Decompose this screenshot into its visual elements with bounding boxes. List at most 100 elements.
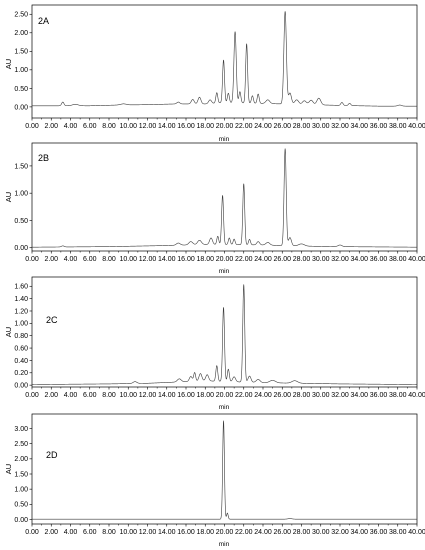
y-tick-label: 1.00 xyxy=(14,487,28,494)
x-tick-label: 38.00 xyxy=(389,256,407,263)
y-tick-label: 0.40 xyxy=(14,358,28,365)
y-tick-label: 0.00 xyxy=(14,517,28,524)
x-tick-label: 4.00 xyxy=(64,529,78,536)
x-tick-label: 30.00 xyxy=(312,123,330,130)
x-tick-label: 38.00 xyxy=(389,392,407,399)
x-tick-label: 16.00 xyxy=(177,256,195,263)
y-axis-title: AU xyxy=(4,464,13,474)
y-tick-label: 2.50 xyxy=(14,12,28,19)
x-tick-label: 24.00 xyxy=(254,123,272,130)
x-tick-label: 14.00 xyxy=(158,529,176,536)
x-tick-label: 0.00 xyxy=(25,392,39,399)
y-tick-label: 1.00 xyxy=(14,191,28,198)
y-axis-title: AU xyxy=(4,59,13,69)
x-tick-label: 20.00 xyxy=(216,392,234,399)
y-tick-label: 0.60 xyxy=(14,345,28,352)
x-tick-label: 22.00 xyxy=(235,392,253,399)
panel-label: 2A xyxy=(38,16,49,26)
y-axis-ticks: 0.00 0.50 1.00 1.50 xyxy=(14,163,32,252)
y-tick-label: 1.50 xyxy=(14,163,28,170)
x-tick-label: 0.00 xyxy=(25,256,39,263)
x-tick-label: 2.00 xyxy=(44,392,58,399)
y-tick-label: 1.50 xyxy=(14,49,28,56)
x-tick-label: 12.00 xyxy=(139,256,157,263)
y-tick-label: 1.00 xyxy=(14,321,28,328)
x-tick-label: 6.00 xyxy=(83,256,97,263)
y-tick-label: 0.20 xyxy=(14,370,28,377)
y-tick-label: 1.60 xyxy=(14,284,28,291)
x-axis-ticks: 0.00 2.00 4.00 6.00 8.00 10.00 12.00 14.00 16.00… xyxy=(25,251,425,263)
panel-2b: 2B AU min 0.00 0.50 1.00 1.50 0.00 2.00 4.00 6… xyxy=(4,142,425,275)
x-tick-label: 8.00 xyxy=(102,392,116,399)
x-tick-label: 20.00 xyxy=(216,256,234,263)
x-tick-label: 34.00 xyxy=(350,256,368,263)
y-tick-label: 1.40 xyxy=(14,296,28,303)
x-tick-label: 24.00 xyxy=(254,529,272,536)
chromatogram-trace xyxy=(32,148,417,248)
x-tick-label: 30.00 xyxy=(312,256,330,263)
x-tick-label: 6.00 xyxy=(83,392,97,399)
y-tick-label: 0.50 xyxy=(14,502,28,509)
x-tick-label: 4.00 xyxy=(64,256,78,263)
y-tick-label: 0.50 xyxy=(14,218,28,225)
x-tick-label: 12.00 xyxy=(139,529,157,536)
x-tick-label: 10.00 xyxy=(119,123,137,130)
x-tick-label: 24.00 xyxy=(254,256,272,263)
x-tick-label: 16.00 xyxy=(177,529,195,536)
x-tick-label: 40.00 xyxy=(408,123,425,130)
x-tick-label: 26.00 xyxy=(273,392,291,399)
x-tick-label: 30.00 xyxy=(312,529,330,536)
x-axis-title: min xyxy=(219,136,230,143)
panel-2a: 2A AU min 0.00 0.50 1.00 1.50 2.00 2.50 0.00 2… xyxy=(4,4,425,143)
y-axis-ticks: 0.00 0.50 1.00 1.50 2.00 2.50 xyxy=(14,12,32,111)
x-tick-label: 34.00 xyxy=(350,392,368,399)
x-tick-label: 14.00 xyxy=(158,256,176,263)
x-tick-label: 22.00 xyxy=(235,256,253,263)
x-tick-label: 18.00 xyxy=(196,529,214,536)
x-tick-label: 8.00 xyxy=(102,529,116,536)
x-tick-label: 8.00 xyxy=(102,123,116,130)
x-tick-label: 14.00 xyxy=(158,392,176,399)
y-tick-label: 2.50 xyxy=(14,441,28,448)
x-tick-label: 32.00 xyxy=(331,256,349,263)
x-tick-label: 36.00 xyxy=(370,392,388,399)
x-tick-label: 28.00 xyxy=(293,529,311,536)
x-tick-label: 34.00 xyxy=(350,529,368,536)
x-tick-label: 30.00 xyxy=(312,392,330,399)
x-tick-label: 28.00 xyxy=(293,256,311,263)
x-tick-label: 38.00 xyxy=(389,123,407,130)
x-tick-label: 20.00 xyxy=(216,529,234,536)
x-axis-ticks: 0.00 2.00 4.00 6.00 8.00 10.00 12.00 14.00 16.00… xyxy=(25,524,425,536)
x-tick-label: 14.00 xyxy=(158,123,176,130)
x-tick-label: 6.00 xyxy=(83,123,97,130)
x-tick-label: 0.00 xyxy=(25,529,39,536)
x-tick-label: 10.00 xyxy=(119,256,137,263)
chromatogram-trace xyxy=(32,11,417,107)
y-tick-label: 0.00 xyxy=(14,383,28,390)
x-tick-label: 22.00 xyxy=(235,123,253,130)
x-tick-label: 16.00 xyxy=(177,123,195,130)
x-tick-label: 10.00 xyxy=(119,392,137,399)
x-tick-label: 12.00 xyxy=(139,123,157,130)
x-tick-label: 36.00 xyxy=(370,529,388,536)
y-tick-label: 0.00 xyxy=(14,245,28,252)
x-axis-ticks: 0.00 2.00 4.00 6.00 8.00 10.00 12.00 14.00 16.00… xyxy=(25,118,425,130)
plot-frame xyxy=(31,4,418,119)
x-tick-label: 40.00 xyxy=(408,392,425,399)
x-axis-title: min xyxy=(219,541,230,548)
y-axis-ticks: 0.00 0.50 1.00 1.50 2.00 2.50 3.00 xyxy=(14,426,32,524)
panel-2c: 2C AU min 0.00 0.20 0.40 0.60 0.80 1.00 1.20 1.… xyxy=(4,276,425,411)
x-tick-label: 32.00 xyxy=(331,529,349,536)
x-tick-label: 18.00 xyxy=(196,123,214,130)
x-tick-label: 6.00 xyxy=(83,529,97,536)
y-tick-label: 3.00 xyxy=(14,426,28,433)
y-axis-title: AU xyxy=(4,327,13,337)
x-tick-label: 38.00 xyxy=(389,529,407,536)
panel-label: 2C xyxy=(46,315,58,325)
panel-2d: 2D AU min 0.00 0.50 1.00 1.50 2.00 2.50 3.00 0… xyxy=(4,413,425,548)
x-tick-label: 8.00 xyxy=(102,256,116,263)
x-tick-label: 40.00 xyxy=(408,256,425,263)
x-tick-label: 26.00 xyxy=(273,123,291,130)
y-axis-title: AU xyxy=(4,192,13,202)
